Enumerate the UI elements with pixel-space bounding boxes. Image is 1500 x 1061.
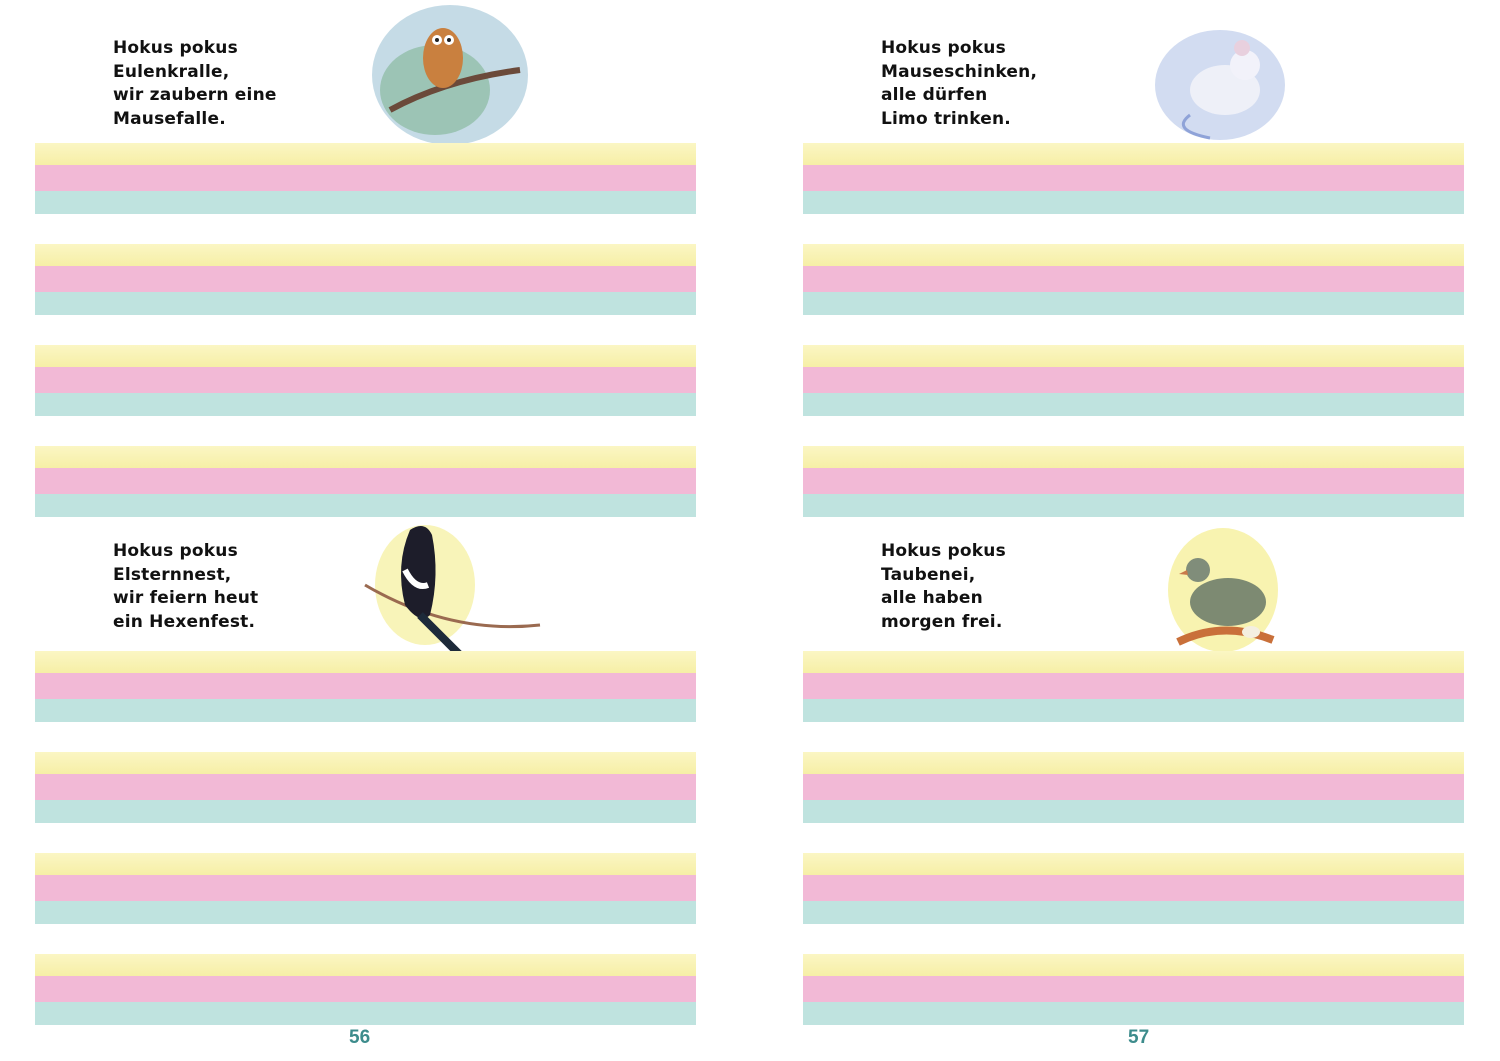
poem-line: Elsternnest, [113,564,232,585]
pink-stripe [803,468,1464,494]
poem-line: alle haben [881,588,983,609]
writing-line-band [35,853,696,924]
page-56: Hokus pokus Eulenkralle, wir zaubern ein… [35,5,696,1048]
teal-stripe [35,699,696,722]
yellow-stripe [803,446,1464,468]
poem-line: alle dürfen [881,85,988,106]
yellow-stripe [803,143,1464,165]
teal-stripe [803,393,1464,416]
teal-stripe [35,1002,696,1025]
poem-magpie: Hokus pokus Elsternnest, wir feiern heut… [113,540,258,635]
writing-line-band [803,954,1464,1025]
pink-stripe [35,976,696,1002]
poem-line: morgen frei. [881,612,1003,633]
yellow-stripe [35,752,696,774]
poem-line: Mauseschinken, [881,61,1038,82]
pink-stripe [35,367,696,393]
pink-stripe [35,774,696,800]
yellow-stripe [35,954,696,976]
poem-line: Mausefalle. [113,109,226,130]
pink-stripe [35,266,696,292]
teal-stripe [35,494,696,517]
poem-line: ein Hexenfest. [113,612,256,633]
writing-line-band [803,143,1464,214]
yellow-stripe [35,446,696,468]
pink-stripe [803,367,1464,393]
writing-line-band [803,853,1464,924]
yellow-stripe [803,651,1464,673]
teal-stripe [803,800,1464,823]
pink-stripe [35,468,696,494]
poem-line: wir feiern heut [113,588,259,609]
pink-stripe [803,266,1464,292]
poem-line: Taubenei, [881,564,976,585]
teal-stripe [803,494,1464,517]
teal-stripe [35,292,696,315]
yellow-stripe [35,143,696,165]
pink-stripe [35,165,696,191]
writing-line-band [35,345,696,416]
pink-stripe [803,774,1464,800]
yellow-stripe [803,244,1464,266]
teal-stripe [35,800,696,823]
poem-line: Eulenkralle, [113,61,230,82]
teal-stripe [803,699,1464,722]
writing-line-band [803,345,1464,416]
page-57: Hokus pokus Mauseschinken, alle dürfen L… [768,0,1500,1061]
teal-stripe [803,1002,1464,1025]
poem-owl: Hokus pokus Eulenkralle, wir zaubern ein… [113,37,277,132]
teal-stripe [803,292,1464,315]
poem-line: Hokus pokus [113,541,238,561]
pink-stripe [803,165,1464,191]
yellow-stripe [35,345,696,367]
yellow-stripe [803,954,1464,976]
pink-stripe [803,976,1464,1002]
writing-line-band [35,446,696,517]
writing-line-band [35,651,696,722]
teal-stripe [35,393,696,416]
writing-line-band [35,143,696,214]
poem-line: wir zaubern eine [113,85,277,106]
poem-dove: Hokus pokus Taubenei, alle haben morgen … [881,540,1006,635]
writing-line-band [35,244,696,315]
dove-icon [1168,528,1278,652]
yellow-stripe [803,853,1464,875]
yellow-stripe [35,244,696,266]
yellow-stripe [35,853,696,875]
teal-stripe [803,191,1464,214]
writing-line-band [803,244,1464,315]
writing-line-band [803,651,1464,722]
yellow-stripe [803,752,1464,774]
page-number: 56 [349,1027,371,1048]
yellow-stripe [803,345,1464,367]
poem-mouse: Hokus pokus Mauseschinken, alle dürfen L… [881,37,1037,132]
poem-line: Hokus pokus [113,38,238,58]
pink-stripe [803,673,1464,699]
yellow-stripe [35,651,696,673]
pink-stripe [35,673,696,699]
teal-stripe [35,191,696,214]
writing-line-band [803,446,1464,517]
pink-stripe [35,875,696,901]
owl-icon [372,5,528,145]
poem-line: Limo trinken. [881,109,1011,130]
pink-stripe [803,875,1464,901]
mouse-icon [1155,30,1285,140]
page-number: 57 [1128,1027,1150,1048]
poem-line: Hokus pokus [881,38,1006,58]
writing-line-band [803,752,1464,823]
poem-line: Hokus pokus [881,541,1006,561]
writing-line-band [35,752,696,823]
teal-stripe [35,901,696,924]
teal-stripe [803,901,1464,924]
writing-line-band [35,954,696,1025]
